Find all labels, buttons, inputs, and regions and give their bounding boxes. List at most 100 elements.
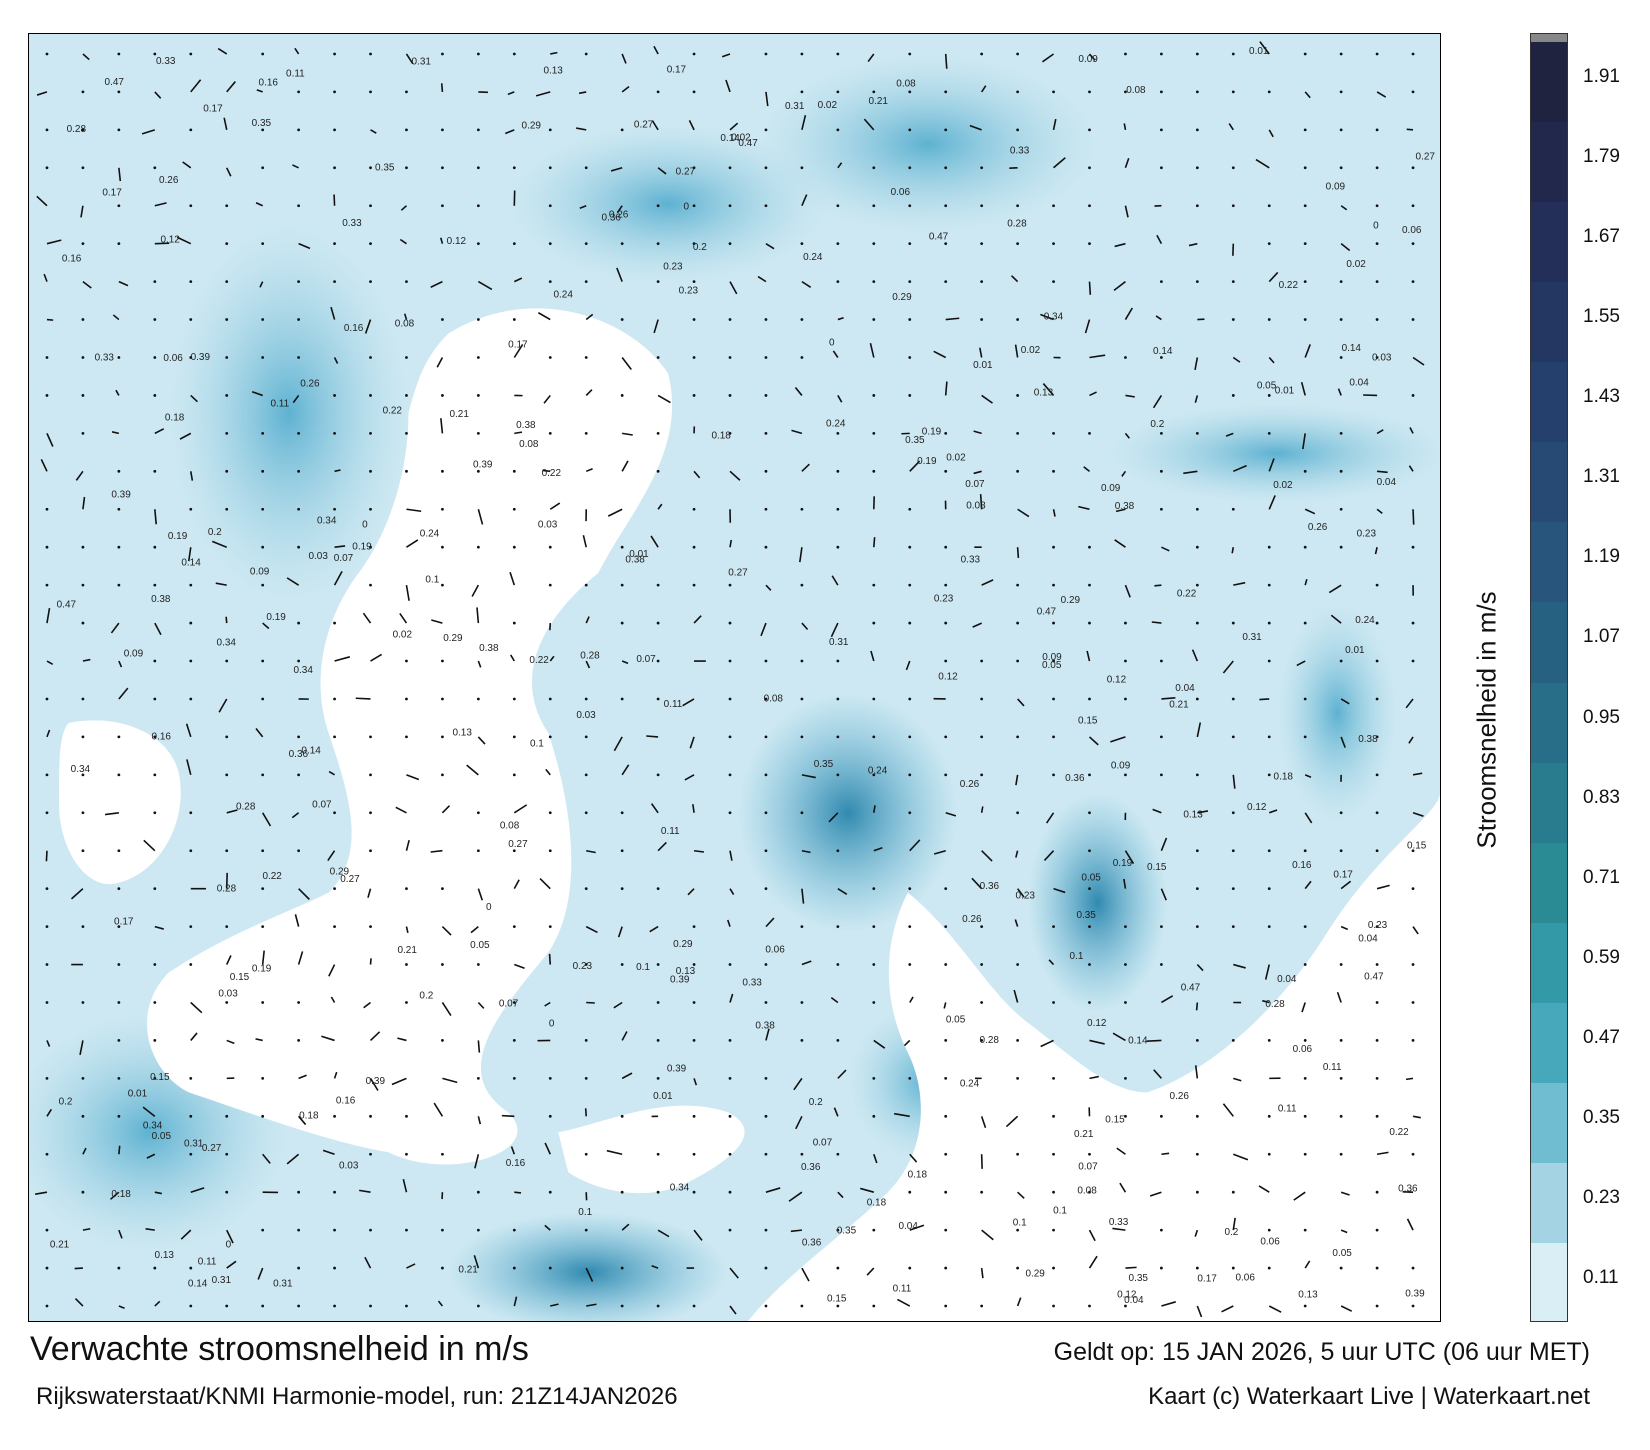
speed-value-label: 0.11 [1278, 1104, 1297, 1115]
speed-value-label: 0.13 [543, 66, 563, 77]
current-arrow [226, 1039, 235, 1045]
current-arrow [1340, 1191, 1350, 1196]
current-dot [297, 1304, 301, 1308]
current-dot [369, 507, 372, 511]
current-arrow [118, 1229, 123, 1239]
current-arrow [1232, 1217, 1236, 1231]
current-dot [512, 318, 516, 321]
current-arrow [832, 350, 839, 358]
current-dot [908, 773, 912, 777]
speed-value-label: 0.05 [1332, 1248, 1352, 1259]
current-dot [476, 1228, 480, 1232]
current-dot [189, 1266, 193, 1270]
current-arrow [154, 91, 162, 99]
speed-value-label: 0.38 [1358, 734, 1378, 745]
speed-value-label: 0.19 [352, 542, 372, 553]
current-dot [512, 1001, 516, 1004]
current-arrow [1340, 205, 1348, 211]
current-dot [45, 166, 49, 170]
map-canvas: 0.110.070.160.090.060.120.10.130.050.290… [29, 34, 1440, 1321]
current-arrow [1412, 772, 1423, 776]
current-dot [369, 545, 372, 549]
speed-value-label: 0.31 [273, 1279, 293, 1290]
speed-value-label: 0.02 [731, 133, 751, 144]
current-dot [1303, 166, 1307, 170]
current-arrow [328, 964, 336, 977]
current-arrow [333, 571, 343, 586]
current-dot [620, 811, 624, 815]
speed-value-label: 0.12 [1117, 1290, 1137, 1301]
current-arrow [542, 469, 551, 473]
current-dot [1088, 697, 1091, 701]
speed-value-label: 0.05 [152, 1131, 172, 1142]
current-dot [405, 887, 408, 891]
speed-value-label: 0.21 [1074, 1129, 1094, 1140]
current-arrow [1328, 584, 1342, 594]
current-dot [764, 128, 768, 132]
current-dot [620, 1190, 624, 1194]
current-dot [1159, 963, 1163, 966]
current-dot [1411, 1152, 1415, 1156]
current-arrow [653, 319, 659, 334]
current-dot [1267, 545, 1271, 549]
current-dot [1195, 280, 1199, 284]
current-dot [45, 545, 49, 549]
current-dot [800, 356, 804, 359]
speed-value-label: 0.21 [458, 1265, 478, 1276]
current-dot [81, 356, 85, 359]
current-arrow [801, 114, 807, 131]
current-arrow [586, 849, 596, 854]
current-arrow [649, 925, 659, 933]
speed-value-label: 0.01 [1345, 645, 1365, 656]
speed-value-label: 0.39 [1405, 1289, 1425, 1300]
current-dot [441, 735, 444, 739]
current-dot [1411, 1266, 1415, 1270]
current-arrow [333, 1071, 338, 1079]
speed-value-label: 0.23 [1016, 891, 1036, 902]
current-arrow [646, 735, 659, 738]
current-dot [1231, 735, 1235, 739]
current-dot [333, 128, 336, 132]
current-dot [872, 583, 876, 587]
current-dot [81, 394, 85, 397]
current-arrow [255, 202, 263, 207]
current-dot [476, 128, 480, 132]
current-dot [1016, 1152, 1019, 1156]
current-dot [548, 1114, 552, 1118]
current-dot [692, 1001, 696, 1004]
current-dot [908, 1190, 912, 1194]
current-arrow [513, 343, 524, 358]
current-dot [189, 1304, 193, 1308]
current-dot [1303, 242, 1307, 246]
current-arrow [801, 280, 812, 288]
current-dot [117, 356, 121, 359]
current-arrow [621, 1031, 628, 1041]
current-dot [764, 1076, 768, 1080]
current-arrow [943, 1002, 947, 1009]
current-arrow [36, 91, 48, 96]
current-dot [476, 1076, 480, 1080]
current-dot [1339, 1076, 1343, 1080]
speed-value-label: 0.11 [198, 1257, 217, 1268]
current-arrow [729, 281, 738, 295]
current-dot [1231, 280, 1235, 284]
current-dot [944, 469, 948, 473]
speed-value-label: 0.33 [1109, 1217, 1129, 1228]
current-arrow [1304, 91, 1311, 99]
current-dot [584, 242, 588, 246]
current-dot [1375, 697, 1379, 701]
current-dot [81, 1114, 85, 1118]
colorbar [1530, 33, 1568, 1322]
current-dot [45, 583, 49, 587]
current-arrow [75, 470, 84, 481]
current-dot [764, 469, 768, 473]
current-arrow [1160, 837, 1168, 852]
speed-value-label: 0.11 [893, 1283, 912, 1294]
current-dot [1303, 1228, 1307, 1232]
current-dot [476, 242, 480, 246]
current-dot [656, 204, 660, 208]
current-arrow [651, 120, 659, 131]
current-arrow [154, 1300, 161, 1307]
current-dot [441, 52, 444, 56]
current-arrow [729, 850, 733, 861]
